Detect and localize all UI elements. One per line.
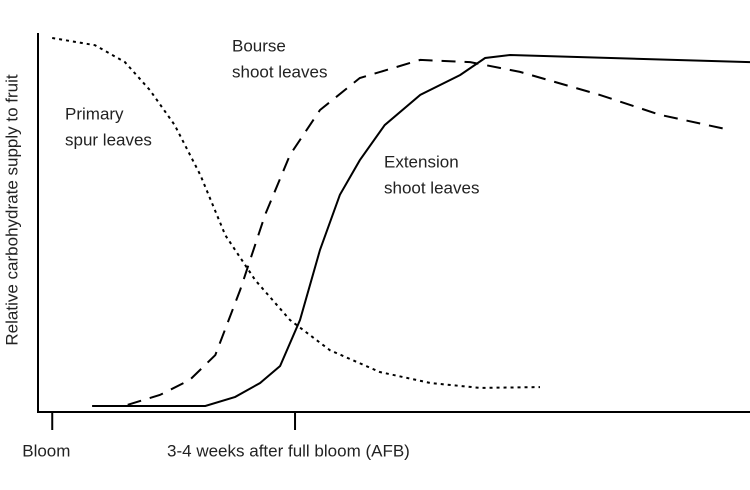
series-label: Bourse — [232, 36, 286, 55]
series-line — [127, 58, 731, 406]
series-label: shoot leaves — [384, 178, 479, 197]
x-tick-label: 3-4 weeks after full bloom (AFB) — [167, 441, 410, 460]
y-axis-label: Relative carbohydrate supply to fruit — [2, 74, 21, 345]
series-label: Primary — [65, 104, 124, 123]
series-line — [92, 53, 750, 407]
series-line — [52, 37, 541, 389]
series-label: shoot leaves — [232, 62, 327, 81]
x-tick-label: Bloom — [22, 441, 70, 460]
series-label: spur leaves — [65, 130, 152, 149]
series-label: Extension — [384, 152, 459, 171]
